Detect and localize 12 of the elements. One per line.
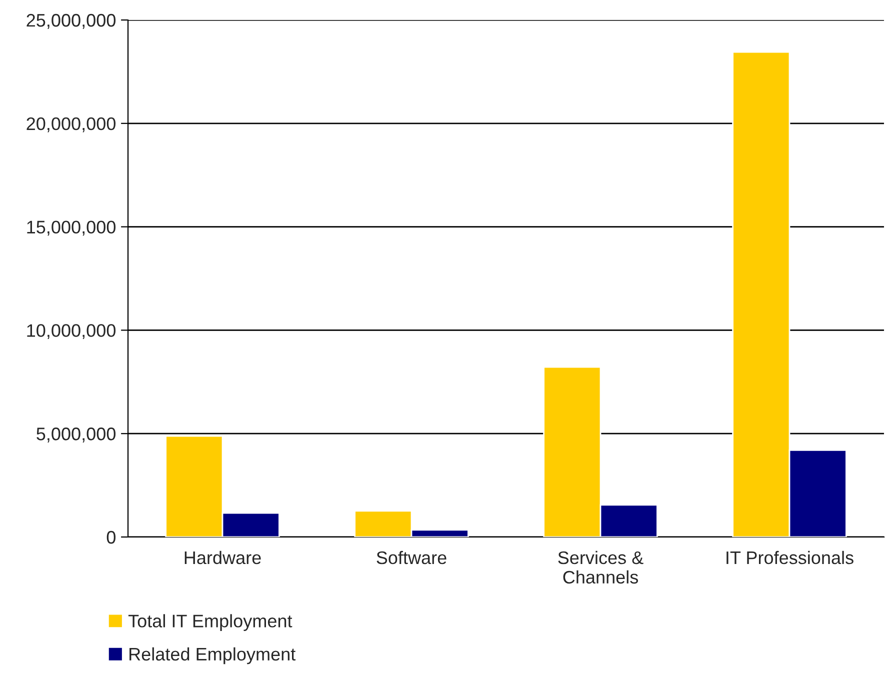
x-tick-label: Software [376,550,446,564]
y-tick-label: 5,000,000 [36,428,116,442]
y-tick-label: 20,000,000 [26,117,116,132]
y-tick-label: 25,000,000 [26,14,116,29]
legend-label: Total IT Employment [128,614,292,631]
y-tick-label: 10,000,000 [27,324,116,340]
legend-label: Related Employment [130,647,296,664]
x-tick-label: Services & Channels [558,550,644,584]
x-tick-label: Hardware [184,550,261,564]
x-tick-label: IT Professionals [726,550,854,564]
y-tick-label: 15,000,000 [27,220,116,236]
y-tick-label: 0 [106,530,116,544]
